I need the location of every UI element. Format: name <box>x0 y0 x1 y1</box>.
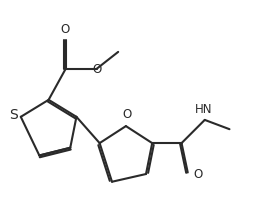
Text: O: O <box>193 169 203 181</box>
Text: O: O <box>60 24 70 36</box>
Text: S: S <box>10 108 18 122</box>
Text: O: O <box>93 63 102 76</box>
Text: O: O <box>123 109 132 121</box>
Text: HN: HN <box>195 103 212 116</box>
